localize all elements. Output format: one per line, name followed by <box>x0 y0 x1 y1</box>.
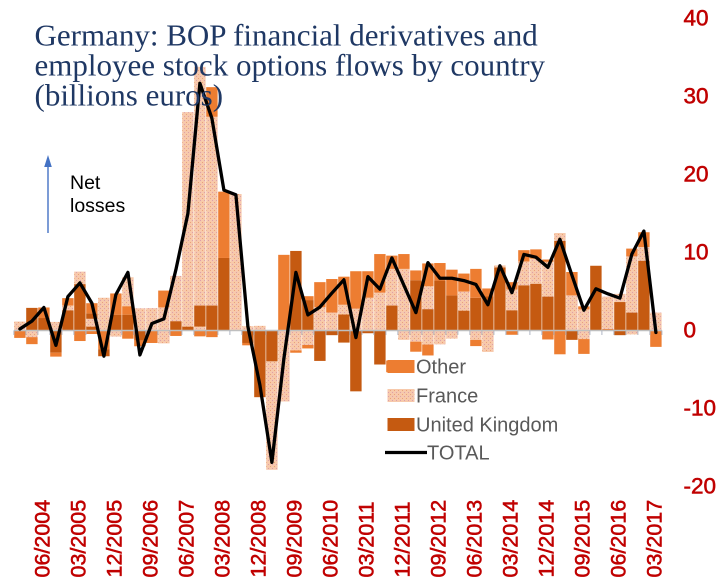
svg-text:03/2008: 03/2008 <box>211 500 235 578</box>
svg-text:06/2010: 06/2010 <box>319 500 343 578</box>
svg-text:20: 20 <box>684 161 709 186</box>
svg-text:09/2009: 09/2009 <box>283 500 307 578</box>
svg-text:12/2008: 12/2008 <box>247 500 271 578</box>
svg-text:12/2014: 12/2014 <box>535 500 559 578</box>
svg-text:06/2004: 06/2004 <box>31 500 55 578</box>
svg-text:40: 40 <box>684 5 709 30</box>
svg-text:06/2016: 06/2016 <box>607 500 631 578</box>
svg-text:09/2012: 09/2012 <box>427 500 451 578</box>
svg-text:10: 10 <box>684 239 709 264</box>
svg-text:06/2007: 06/2007 <box>175 500 199 578</box>
svg-text:06/2013: 06/2013 <box>463 500 487 578</box>
svg-text:Germany: BOP financial derivat: Germany: BOP financial derivatives and <box>35 18 539 53</box>
svg-text:(billions euros): (billions euros) <box>35 78 224 113</box>
svg-text:losses: losses <box>70 195 126 217</box>
svg-text:TOTAL: TOTAL <box>427 443 490 465</box>
svg-text:12/2011: 12/2011 <box>391 501 415 577</box>
svg-text:-10: -10 <box>684 395 717 420</box>
svg-text:09/2015: 09/2015 <box>571 500 595 578</box>
svg-text:Net: Net <box>70 172 101 194</box>
svg-text:09/2006: 09/2006 <box>139 500 163 578</box>
svg-text:30: 30 <box>684 83 709 108</box>
svg-text:Other: Other <box>416 357 466 379</box>
svg-text:employee stock options flows b: employee stock options flows by country <box>35 48 546 83</box>
svg-text:-20: -20 <box>684 473 717 498</box>
svg-text:0: 0 <box>684 317 697 342</box>
svg-text:03/2011: 03/2011 <box>355 501 379 577</box>
svg-text:03/2017: 03/2017 <box>643 500 667 578</box>
svg-text:12/2005: 12/2005 <box>103 500 127 578</box>
svg-text:France: France <box>416 386 478 408</box>
svg-text:03/2005: 03/2005 <box>67 500 91 578</box>
svg-text:United Kingdom: United Kingdom <box>416 415 558 437</box>
svg-text:03/2014: 03/2014 <box>499 500 523 578</box>
